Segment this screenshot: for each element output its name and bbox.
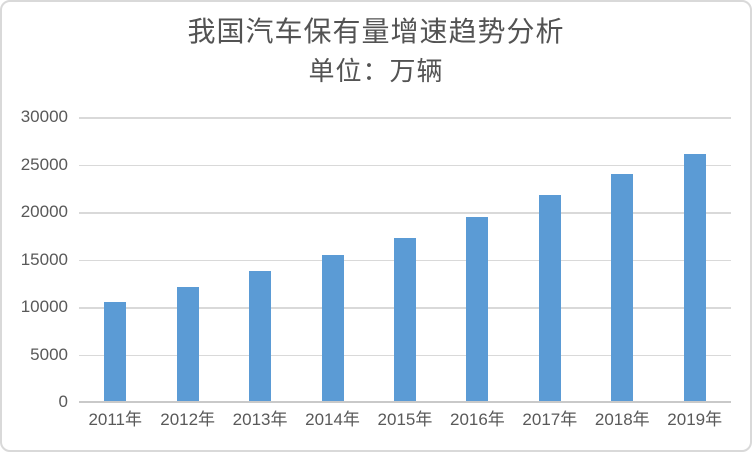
- bar-slot: [659, 117, 731, 402]
- x-tick-label: 2012年: [160, 410, 216, 429]
- y-tick-label: 0: [58, 392, 68, 411]
- bar-slot: [441, 117, 513, 402]
- bar: [538, 195, 561, 402]
- x-tick-label: 2018年: [594, 410, 650, 429]
- x-tick-label: 2014年: [305, 410, 360, 429]
- x-axis-labels: 2011年 2012年 2013年 2014年 2015年 2016年 2017年 2018年…: [79, 408, 731, 432]
- bar-slot: [79, 117, 151, 402]
- bar: [104, 301, 127, 402]
- bar: [466, 217, 489, 402]
- plot-area: [79, 117, 731, 403]
- gridline: [79, 212, 731, 214]
- x-axis-line: [79, 401, 731, 403]
- chart-title-text: 我国汽车保有量增速趋势分析: [187, 16, 565, 47]
- x-tick-label: 2017年: [522, 410, 578, 429]
- x-tick-label: 2011年: [88, 410, 142, 429]
- y-tick-label: 10000: [20, 297, 68, 316]
- y-tick-label: 30000: [20, 107, 68, 126]
- chart-subtitle-units: 单位：万辆: [308, 56, 444, 86]
- bar-slot: [224, 117, 296, 402]
- bar: [249, 271, 272, 402]
- bar-slot: [369, 117, 441, 402]
- bar-series: [79, 117, 731, 402]
- bar: [393, 238, 416, 402]
- bar-slot: [514, 117, 586, 402]
- x-tick-label: 2016年: [449, 410, 505, 429]
- x-tick-label: 2019年: [667, 410, 723, 429]
- x-tick-label: 2015年: [377, 410, 433, 429]
- y-tick-label: 15000: [20, 249, 68, 269]
- x-tick-label: 2013年: [232, 410, 288, 429]
- bar-slot: [151, 117, 223, 402]
- bar: [611, 173, 634, 402]
- bar: [321, 255, 344, 402]
- bar-slot: [586, 117, 658, 402]
- bar: [683, 153, 706, 402]
- y-tick-label: 20000: [20, 202, 68, 221]
- gridline: [79, 164, 731, 166]
- y-tick-label: 25000: [20, 154, 68, 174]
- y-axis-labels: 0 5000 10000 15000 20000 25000 30000: [2, 107, 68, 411]
- gridline: [79, 117, 731, 119]
- y-tick-label: 5000: [30, 344, 68, 364]
- bar-slot: [296, 117, 368, 402]
- chart-title: 我国汽车保有量增速趋势分析 单位：万辆: [2, 12, 750, 90]
- bar: [176, 287, 199, 402]
